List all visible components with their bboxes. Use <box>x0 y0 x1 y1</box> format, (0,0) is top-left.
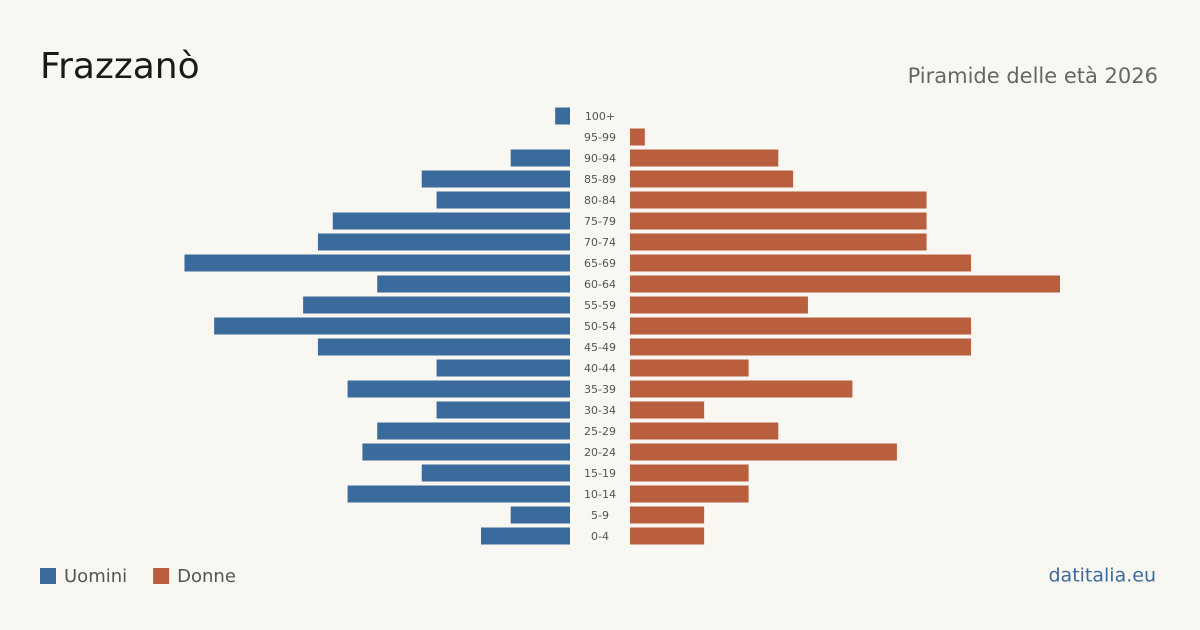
bar <box>630 317 972 335</box>
age-label: 10-14 <box>584 488 616 501</box>
bar <box>630 443 897 461</box>
age-label: 75-79 <box>584 215 616 228</box>
bar <box>630 233 927 251</box>
bar <box>630 275 1060 293</box>
legend-label: Uomini <box>64 566 127 587</box>
bar <box>630 401 705 419</box>
bar <box>184 254 570 272</box>
age-label: 40-44 <box>584 362 616 375</box>
bar <box>421 464 570 482</box>
bar <box>510 149 570 167</box>
bar <box>630 191 927 209</box>
age-label: 20-24 <box>584 446 616 459</box>
bar <box>481 527 570 545</box>
chart-subtitle: Piramide delle età 2026 <box>908 64 1158 88</box>
bar <box>630 422 779 440</box>
age-label: 90-94 <box>584 152 616 165</box>
age-label: 80-84 <box>584 194 616 207</box>
age-label: 95-99 <box>584 131 616 144</box>
bar <box>436 191 570 209</box>
age-label: 60-64 <box>584 278 616 291</box>
bar <box>421 170 570 188</box>
bar <box>362 443 570 461</box>
bar <box>377 275 570 293</box>
bar <box>347 485 570 503</box>
source-link[interactable]: datitalia.eu <box>1049 565 1157 587</box>
bar <box>510 506 570 524</box>
bar <box>317 233 570 251</box>
bar <box>630 128 645 146</box>
bar <box>436 401 570 419</box>
bar <box>630 359 749 377</box>
bar <box>630 212 927 230</box>
legend-label: Donne <box>177 566 236 587</box>
bar <box>630 380 853 398</box>
bar <box>303 296 570 314</box>
legend-swatch <box>40 568 56 584</box>
age-label: 100+ <box>585 110 615 123</box>
age-label: 0-4 <box>591 530 609 543</box>
chart-title: Frazzanò <box>40 46 200 87</box>
bar <box>630 170 794 188</box>
bar <box>630 254 972 272</box>
bar <box>377 422 570 440</box>
legend-swatch <box>153 568 170 584</box>
age-label: 50-54 <box>584 320 616 333</box>
bar <box>347 380 570 398</box>
age-label: 85-89 <box>584 173 616 186</box>
bar <box>630 338 972 356</box>
bar <box>332 212 570 230</box>
bar <box>630 296 808 314</box>
age-label: 45-49 <box>584 341 616 354</box>
bar <box>630 485 749 503</box>
bar <box>630 149 779 167</box>
bar <box>630 527 705 545</box>
age-label: 70-74 <box>584 236 616 249</box>
age-label: 15-19 <box>584 467 616 480</box>
age-label: 35-39 <box>584 383 616 396</box>
bar <box>214 317 570 335</box>
bar <box>630 506 705 524</box>
age-label: 55-59 <box>584 299 616 312</box>
bar <box>555 107 570 125</box>
age-label: 65-69 <box>584 257 616 270</box>
age-label: 30-34 <box>584 404 616 417</box>
age-label: 25-29 <box>584 425 616 438</box>
bar <box>630 464 749 482</box>
bar <box>436 359 570 377</box>
bar <box>317 338 570 356</box>
age-label: 5-9 <box>591 509 609 522</box>
